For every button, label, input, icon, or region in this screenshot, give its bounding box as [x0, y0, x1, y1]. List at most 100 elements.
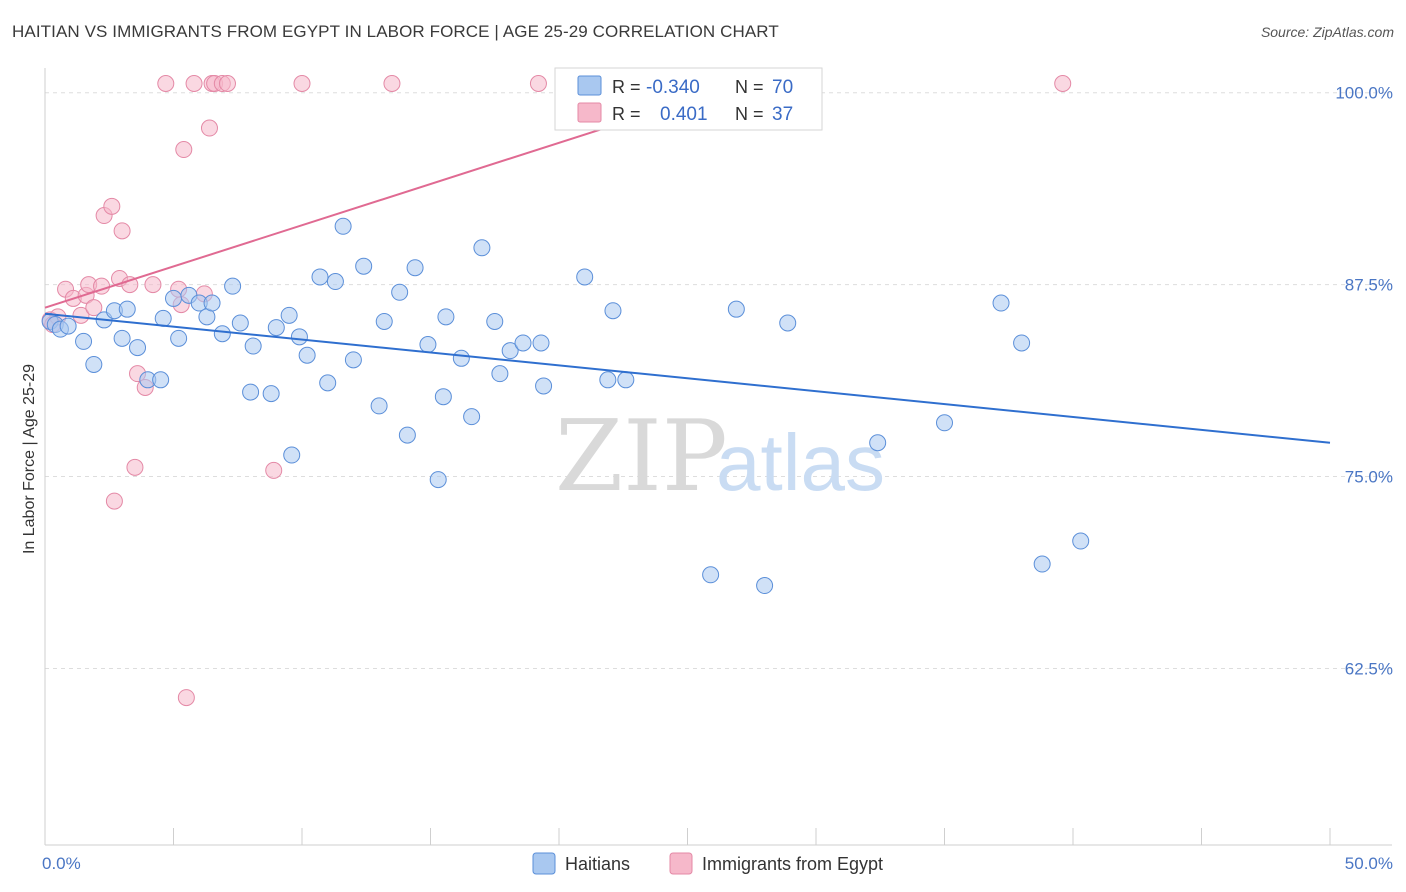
haitian-point: [437, 308, 455, 326]
haitian-point: [326, 273, 344, 291]
haitian-point: [283, 446, 301, 464]
legend-egypt-r-value: 0.401: [660, 104, 708, 125]
egypt-points: [41, 74, 1072, 707]
trend-lines: [44, 82, 1331, 444]
haitian-point: [936, 414, 953, 432]
x-tick-label-max: 50.0%: [1345, 854, 1393, 873]
egypt-point: [113, 222, 131, 240]
legend-egypt-n-value: 37: [772, 104, 793, 125]
haitian-point: [267, 319, 285, 337]
haitian-point: [514, 334, 532, 352]
legend-egypt-r-label: R =: [612, 104, 641, 124]
haitian-point: [779, 314, 797, 332]
legend-haitian-swatch: [577, 75, 602, 96]
haitian-points: [41, 74, 1090, 595]
haitian-point: [491, 365, 509, 383]
egypt-point: [529, 74, 547, 92]
egypt-point: [121, 276, 139, 294]
haitian-point: [429, 471, 447, 489]
egypt-point: [383, 74, 401, 92]
haitian-point: [391, 283, 409, 301]
haitian-point: [1072, 532, 1090, 550]
haitian-point: [869, 434, 887, 452]
series-legend: Haitians Immigrants from Egypt: [532, 852, 883, 875]
series-legend-haitian-swatch: [532, 852, 556, 875]
haitian-point: [576, 268, 594, 286]
haitian-point: [535, 377, 553, 395]
haitian-point: [452, 349, 470, 367]
egypt-point: [200, 119, 218, 137]
series-legend-egypt-label: Immigrants from Egypt: [702, 854, 883, 874]
egypt-point: [126, 458, 144, 476]
haitian-point: [501, 342, 519, 360]
haitian-point: [599, 371, 617, 389]
egypt-point: [218, 74, 236, 92]
haitian-point: [756, 577, 774, 595]
haitian-point: [370, 397, 388, 415]
egypt-point: [144, 276, 162, 294]
haitian-point: [406, 259, 424, 277]
x-tick-labels: 0.0% 50.0%: [42, 854, 1393, 873]
haitian-trend-line: [44, 312, 1331, 444]
watermark: ZIP atlas: [555, 400, 885, 514]
egypt-point: [103, 197, 121, 215]
haitian-point: [992, 294, 1010, 312]
egypt-point: [293, 74, 311, 92]
haitian-point: [154, 309, 172, 327]
legend-haitian-n-label: N =: [735, 77, 764, 97]
egypt-point: [177, 689, 195, 707]
y-tick-labels: 62.5% 75.0% 87.5% 100.0%: [1335, 84, 1393, 679]
haitian-point: [85, 355, 103, 373]
haitian-point: [434, 388, 452, 406]
egypt-point: [72, 306, 90, 324]
y-tick-label-3: 100.0%: [1335, 84, 1393, 103]
haitian-point: [319, 374, 337, 392]
haitian-point: [224, 277, 242, 295]
haitian-point: [244, 337, 262, 355]
haitian-point: [165, 289, 182, 307]
egypt-point: [1054, 74, 1072, 92]
haitian-point: [129, 339, 147, 357]
haitian-point: [298, 346, 316, 364]
egypt-point: [265, 461, 283, 479]
haitian-point: [1013, 334, 1031, 352]
haitian-point: [152, 371, 170, 389]
haitian-point: [702, 566, 720, 584]
haitian-point: [231, 314, 249, 332]
haitian-point: [1033, 555, 1051, 573]
egypt-point: [185, 74, 203, 92]
haitian-point: [486, 312, 504, 330]
haitian-point: [604, 302, 622, 320]
haitian-point: [59, 317, 77, 335]
haitian-point: [617, 371, 635, 389]
haitian-point: [118, 300, 136, 318]
haitian-point: [213, 325, 231, 343]
haitian-point: [419, 335, 437, 353]
source-label: Source: ZipAtlas.com: [1260, 24, 1394, 40]
y-axis-title: In Labor Force | Age 25-29: [21, 364, 38, 554]
haitian-point: [375, 312, 393, 330]
legend-egypt-swatch: [577, 102, 602, 123]
haitian-point: [170, 329, 188, 347]
egypt-point: [157, 74, 175, 92]
legend-haitian-r-label: R =: [612, 77, 641, 97]
series-legend-egypt-label-swatch: [669, 852, 693, 875]
y-tick-label-2: 87.5%: [1345, 276, 1393, 295]
haitian-point: [727, 300, 745, 318]
haitian-point: [473, 239, 491, 257]
haitian-point: [113, 329, 131, 347]
y-tick-label-1: 75.0%: [1345, 468, 1393, 487]
axes: [44, 68, 1392, 846]
correlation-legend: R = -0.340 N = 70 R = 0.401 N = 37: [554, 67, 823, 131]
watermark-zip: ZIP: [555, 400, 728, 514]
haitian-point: [203, 294, 221, 312]
egypt-point: [175, 141, 193, 159]
y-tick-label-0: 62.5%: [1345, 659, 1393, 678]
legend-haitian-r-value: -0.340: [646, 77, 700, 98]
haitian-point: [398, 426, 416, 444]
series-legend-haitian-label: Haitians: [565, 854, 630, 874]
haitian-point: [290, 328, 308, 346]
haitian-point: [463, 408, 481, 426]
egypt-point: [105, 492, 123, 510]
